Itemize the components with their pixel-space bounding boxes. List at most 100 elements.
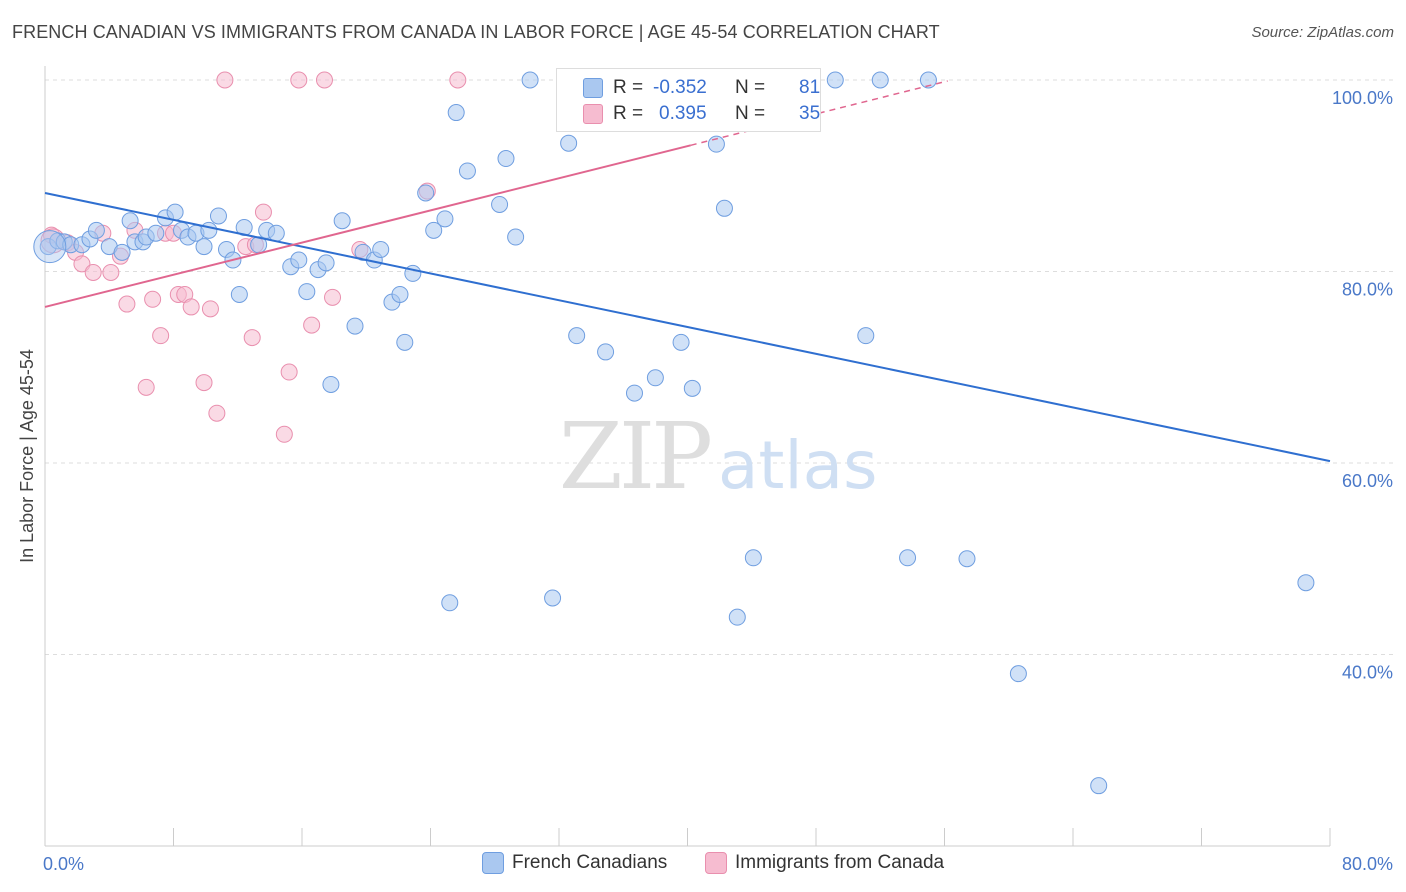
french-canadians-point <box>597 343 615 361</box>
french-canadians-point <box>121 212 139 230</box>
axes <box>44 66 1331 847</box>
french-canadians-point <box>919 71 937 89</box>
legend-r-label: R = <box>613 103 644 124</box>
immigrants-from-canada-point <box>324 288 342 306</box>
french-canadians-point <box>1009 665 1027 683</box>
french-canadians-point <box>491 195 509 213</box>
immigrants-from-canada-point <box>137 378 155 396</box>
french-canadians-point <box>317 254 335 272</box>
chart-title: FRENCH CANADIAN VS IMMIGRANTS FROM CANAD… <box>12 22 940 42</box>
french-canadians-point <box>521 71 539 89</box>
french-canadians-point <box>230 285 248 303</box>
immigrants-from-canada-point <box>144 290 162 308</box>
french-canadians-point <box>441 594 459 612</box>
french-canadians-point <box>290 251 308 269</box>
french-canadians-point <box>372 240 390 258</box>
immigrants-from-canada-point <box>118 295 136 313</box>
immigrants-from-canada-point <box>182 298 200 316</box>
french-canadians-point <box>497 150 515 168</box>
immigrants-from-canada-point <box>315 71 333 89</box>
legend-swatch-blue <box>583 78 603 98</box>
french-canadians-point <box>391 285 409 303</box>
x-tick-label: 0.0% <box>43 854 84 874</box>
french-canadians-point <box>113 243 131 261</box>
immigrants-from-canada-point <box>449 71 467 89</box>
french-canadians-point <box>209 207 227 225</box>
french-canadians-point <box>447 104 465 122</box>
french-canadians-point <box>568 327 586 345</box>
french-canadians-point <box>507 228 525 246</box>
french-canadians-point <box>195 238 213 256</box>
french-canadians-trend-line <box>44 192 1331 463</box>
french-canadians-point <box>298 283 316 301</box>
legend-r-label: R = <box>613 77 644 98</box>
immigrants-from-canada-point <box>216 71 234 89</box>
french-canadians-point <box>544 589 562 607</box>
immigrants-from-canada-point <box>73 255 91 273</box>
french-canadians-point <box>322 375 340 393</box>
french-canadians-point <box>560 134 578 152</box>
y-tick-label: 60.0% <box>1342 471 1393 491</box>
legend-swatch-pink <box>583 104 603 124</box>
immigrants-from-canada-point <box>303 316 321 334</box>
french-canadians-point <box>396 333 414 351</box>
grid-lines <box>45 79 1393 655</box>
immigrants-from-canada-point <box>102 263 120 281</box>
legend-swatch-blue <box>482 852 504 874</box>
immigrants-from-canada-point <box>208 404 226 422</box>
french-canadians-point <box>683 379 701 397</box>
french-canadians-point <box>436 210 454 228</box>
x-tick-labels: 0.0% 80.0% <box>43 854 1393 874</box>
french-canadians-point <box>744 549 762 567</box>
french-canadians-points <box>33 71 1315 795</box>
y-tick-label: 100.0% <box>1332 88 1393 108</box>
french-canadians-point <box>672 333 690 351</box>
legend-r-value: -0.352 <box>653 77 707 98</box>
french-canadians-point <box>871 71 889 89</box>
immigrants-from-canada-point <box>243 329 261 347</box>
x-tick-label: 80.0% <box>1342 854 1393 874</box>
immigrants-from-canada-point <box>195 374 213 392</box>
immigrants-from-canada-point <box>152 327 170 345</box>
legend-item-label: French Canadians <box>512 852 668 873</box>
french-canadians-point <box>857 327 875 345</box>
french-canadians-point <box>646 369 664 387</box>
immigrants-from-canada-points <box>40 71 467 443</box>
legend-n-label: N = <box>735 77 766 98</box>
legend-n-label: N = <box>735 103 766 124</box>
french-canadians-point <box>728 608 746 626</box>
correlation-legend: R = -0.352 N = 81 R = 0.395 N = 35 <box>556 68 821 132</box>
french-canadians-point <box>346 317 364 335</box>
french-canadians-point <box>458 162 476 180</box>
series-legend: French Canadians Immigrants from Canada <box>0 852 1406 878</box>
watermark: ZIP atlas <box>559 403 878 510</box>
french-canadians-point <box>87 221 105 239</box>
french-canadians-point-cluster <box>33 230 67 264</box>
source-label: Source: ZipAtlas.com <box>1251 24 1394 41</box>
immigrants-from-canada-point <box>201 300 219 318</box>
french-canadians-point <box>958 550 976 568</box>
french-canadians-point <box>166 203 184 221</box>
y-tick-label: 80.0% <box>1342 280 1393 300</box>
watermark-zip: ZIP <box>559 403 710 510</box>
watermark-atlas: atlas <box>718 427 878 504</box>
legend-item-label: Immigrants from Canada <box>735 852 945 873</box>
french-canadians-point <box>267 224 285 242</box>
french-canadians-point <box>625 384 643 402</box>
y-tick-labels: 40.0% 60.0% 80.0% 100.0% <box>1332 88 1393 683</box>
french-canadians-point <box>1297 574 1315 592</box>
immigrants-from-canada-point <box>290 71 308 89</box>
y-tick-label: 40.0% <box>1342 663 1393 683</box>
immigrants-from-canada-point <box>254 203 272 221</box>
french-canadians-point <box>200 221 218 239</box>
immigrants-from-canada-trend-line <box>44 144 691 308</box>
legend-n-value: 35 <box>799 103 821 124</box>
french-canadians-point <box>1090 777 1108 795</box>
french-canadians-point <box>899 549 917 567</box>
immigrants-from-canada-point <box>275 425 293 443</box>
french-canadians-point <box>417 184 435 202</box>
legend-swatch-pink <box>705 852 727 874</box>
french-canadians-point <box>147 224 165 242</box>
legend-r-value: 0.395 <box>659 103 707 124</box>
